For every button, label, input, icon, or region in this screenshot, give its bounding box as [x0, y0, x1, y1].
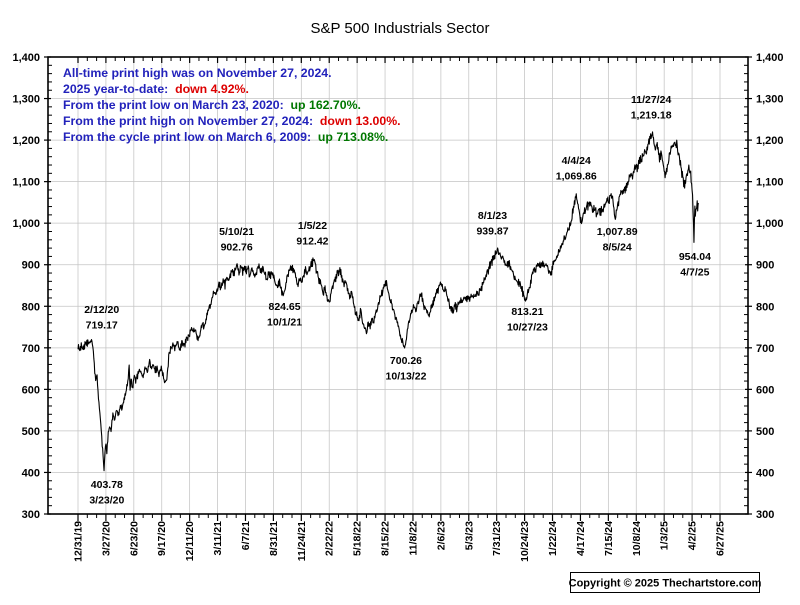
point-annotation: 954.04 [679, 251, 711, 263]
x-tick-label: 11/24/21 [296, 521, 308, 561]
x-tick-label: 8/15/22 [380, 521, 392, 556]
point-annotation: 719.17 [86, 319, 118, 331]
stats-legend-line: From the print low on March 23, 2020: up… [63, 98, 361, 112]
x-tick-label: 1/22/24 [547, 521, 559, 556]
copyright-box: Copyright © 2025 Thechartstore.com [569, 572, 762, 593]
annotation-layer: 2/12/20 719.17 403.78 3/23/20 5/10/21 902.76 8… [84, 94, 711, 506]
price-line-series [77, 131, 700, 472]
point-annotation: 8/5/24 [603, 241, 632, 253]
x-tick-label: 6/27/25 [715, 521, 727, 556]
x-tick-label: 6/23/20 [128, 521, 140, 556]
x-tick-label: 12/11/20 [184, 521, 196, 561]
point-annotation: 8/1/23 [478, 210, 507, 222]
y-tick-label-right: 1,400 [756, 52, 784, 64]
grid-layer [48, 57, 748, 514]
point-annotation: 700.26 [390, 355, 422, 367]
y-tick-label-left: 900 [22, 260, 40, 272]
y-tick-label-right: 800 [756, 301, 774, 313]
stats-legend-line: From the cycle print low on March 6, 200… [63, 130, 388, 144]
y-tick-label-left: 1,200 [12, 135, 40, 147]
y-tick-label-left: 500 [22, 426, 40, 438]
y-tick-label-right: 1,000 [756, 218, 784, 230]
point-annotation: 10/13/22 [386, 371, 427, 383]
x-tick-label: 2/6/23 [435, 521, 447, 550]
x-tick-label: 1/3/25 [659, 521, 671, 550]
x-tick-label: 4/17/24 [575, 521, 587, 556]
x-tick-label: 9/17/20 [156, 521, 168, 556]
stats-legend-line: 2025 year-to-date: down 4.92%. [63, 82, 249, 96]
y-tick-label-right: 500 [756, 426, 774, 438]
x-tick-label: 3/11/21 [212, 521, 224, 556]
copyright-text: Copyright © 2025 Thechartstore.com [569, 578, 762, 590]
stats-legend: All-time print high was on November 27, … [63, 66, 401, 144]
copyright-border [570, 572, 760, 593]
y-tick-label-right: 400 [756, 467, 774, 479]
x-tick-label: 4/2/25 [687, 521, 699, 550]
y-tick-label-right: 700 [756, 343, 774, 355]
plot-border [47, 56, 749, 515]
y-tick-label-left: 800 [22, 301, 40, 313]
y-tick-label-right: 1,300 [756, 94, 784, 106]
point-annotation: 824.65 [268, 301, 300, 313]
point-annotation: 11/27/24 [631, 94, 671, 106]
y-tick-label-left: 1,100 [12, 177, 40, 189]
point-annotation: 1,007.89 [597, 226, 638, 238]
axis-layer: 12/31/19 3/27/20 6/23/20 9/17/20 12/11/20 3/1… [12, 52, 783, 562]
x-tick-label: 2/22/22 [324, 521, 336, 556]
y-tick-label-left: 1,000 [12, 218, 40, 230]
stats-legend-line: From the print high on November 27, 2024… [63, 114, 401, 128]
x-tick-label: 5/3/23 [463, 521, 475, 550]
point-annotation: 813.21 [511, 306, 543, 318]
y-tick-label-left: 400 [22, 467, 40, 479]
x-tick-label: 7/15/24 [603, 521, 615, 556]
x-tick-label: 6/7/21 [240, 521, 252, 550]
point-annotation: 4/7/25 [680, 267, 709, 279]
x-tick-label: 7/31/23 [491, 521, 503, 556]
point-annotation: 1,069.86 [556, 171, 597, 183]
x-tick-label: 11/8/22 [407, 521, 419, 556]
x-tick-label: 5/18/22 [352, 521, 364, 556]
y-tick-label-left: 300 [22, 509, 40, 521]
y-tick-label-left: 1,400 [12, 52, 40, 64]
y-tick-label-right: 1,100 [756, 177, 784, 189]
x-tick-label: 12/31/19 [73, 521, 85, 562]
point-annotation: 902.76 [221, 241, 253, 253]
point-annotation: 1/5/22 [298, 220, 327, 232]
point-annotation: 912.42 [296, 235, 328, 247]
point-annotation: 939.87 [476, 226, 508, 238]
x-tick-label: 10/8/24 [631, 521, 643, 556]
x-tick-label: 10/24/23 [519, 521, 531, 562]
point-annotation: 10/1/21 [267, 317, 302, 329]
x-tick-label: 3/27/20 [100, 521, 112, 556]
point-annotation: 1,219.18 [631, 110, 672, 122]
point-annotation: 3/23/20 [89, 494, 124, 506]
point-annotation: 2/12/20 [84, 304, 119, 316]
y-tick-label-left: 1,300 [12, 94, 40, 106]
x-tick-label: 8/31/21 [268, 521, 280, 556]
point-annotation: 10/27/23 [507, 321, 548, 333]
price-line [77, 131, 700, 472]
point-annotation: 4/4/24 [562, 155, 591, 167]
y-tick-label-right: 300 [756, 509, 774, 521]
y-tick-label-left: 600 [22, 384, 40, 396]
point-annotation: 403.78 [91, 479, 123, 491]
y-tick-label-right: 1,200 [756, 135, 784, 147]
stats-legend-line: All-time print high was on November 27, … [63, 66, 332, 80]
y-tick-label-right: 600 [756, 384, 774, 396]
chart-title: S&P 500 Industrials Sector [311, 20, 490, 37]
point-annotation: 5/10/21 [219, 226, 254, 238]
y-tick-label-left: 700 [22, 343, 40, 355]
y-tick-label-right: 900 [756, 260, 774, 272]
